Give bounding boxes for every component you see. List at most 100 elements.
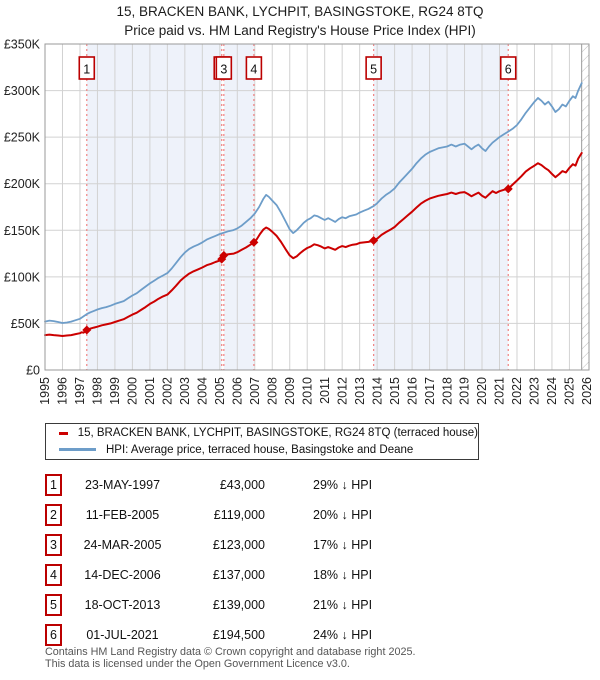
svg-text:2009: 2009 xyxy=(283,377,297,405)
sale-number-badge: 3 xyxy=(45,534,62,556)
legend-item-hpi: HPI: Average price, terraced house, Basi… xyxy=(46,442,478,457)
svg-text:2024: 2024 xyxy=(545,377,559,405)
svg-text:1998: 1998 xyxy=(91,377,105,405)
svg-text:2008: 2008 xyxy=(265,377,279,405)
svg-text:1995: 1995 xyxy=(38,377,52,405)
sale-flag-5: 5 xyxy=(365,56,382,80)
plot-frame xyxy=(44,43,590,371)
svg-text:2014: 2014 xyxy=(370,377,384,405)
svg-text:2020: 2020 xyxy=(475,377,489,405)
price-history-chart: 123456£0£50K£100K£150K£200K£250K£300K£35… xyxy=(4,38,594,405)
chart-header: 15, BRACKEN BANK, LYCHPIT, BASINGSTOKE, … xyxy=(0,3,600,40)
sale-date: 23-MAY-1997 xyxy=(84,478,161,492)
legend-item-price-paid: 15, BRACKEN BANK, LYCHPIT, BASINGSTOKE, … xyxy=(46,426,478,441)
svg-text:4: 4 xyxy=(250,63,257,77)
svg-text:2001: 2001 xyxy=(143,377,157,405)
sale-price: £139,000 xyxy=(212,598,265,612)
svg-text:£100K: £100K xyxy=(4,270,41,284)
svg-text:2005: 2005 xyxy=(213,377,227,405)
sale-marker-dot-1 xyxy=(82,325,92,335)
svg-text:2015: 2015 xyxy=(388,377,402,405)
page-title: 15, BRACKEN BANK, LYCHPIT, BASINGSTOKE, … xyxy=(116,4,484,19)
svg-text:2011: 2011 xyxy=(318,377,332,404)
svg-text:£50K: £50K xyxy=(11,317,41,331)
svg-text:£150K: £150K xyxy=(4,224,41,238)
sale-hpi-delta: 17% ↓ HPI xyxy=(313,538,373,552)
price-paid-line-swatch xyxy=(59,431,68,435)
y-axis-labels: £0 £50K £100K £150K £200K £250K £300K £350K xyxy=(4,38,41,378)
legend-label: 15, BRACKEN BANK, LYCHPIT, BASINGSTOKE, … xyxy=(77,427,478,440)
svg-text:2022: 2022 xyxy=(510,377,524,405)
svg-text:1996: 1996 xyxy=(56,377,70,405)
chart-legend: 15, BRACKEN BANK, LYCHPIT, BASINGSTOKE, … xyxy=(45,423,479,460)
legend-label: HPI: Average price, terraced house, Basi… xyxy=(106,443,414,456)
svg-text:2010: 2010 xyxy=(300,377,314,405)
sale-date: 24-MAR-2005 xyxy=(83,538,162,552)
svg-text:£300K: £300K xyxy=(4,84,41,98)
svg-text:2002: 2002 xyxy=(161,377,175,405)
table-row: 2 11-FEB-2005 £119,000 20% ↓ HPI xyxy=(45,500,565,530)
hpi-line xyxy=(44,82,583,324)
license-footer: Contains HM Land Registry data © Crown c… xyxy=(45,646,416,670)
sale-marker-dot-6 xyxy=(503,184,513,194)
table-row: 6 01-JUL-2021 £194,500 24% ↓ HPI xyxy=(45,620,565,650)
sale-hpi-delta: 18% ↓ HPI xyxy=(313,568,373,582)
svg-text:2025: 2025 xyxy=(563,377,577,405)
svg-text:£250K: £250K xyxy=(4,131,41,145)
table-row: 1 23-MAY-1997 £43,000 29% ↓ HPI xyxy=(45,470,565,500)
svg-text:2006: 2006 xyxy=(230,377,244,405)
svg-text:1997: 1997 xyxy=(73,377,87,405)
svg-text:2003: 2003 xyxy=(178,377,192,405)
table-row: 4 14-DEC-2006 £137,000 18% ↓ HPI xyxy=(45,560,565,590)
sale-number-badge: 2 xyxy=(45,504,62,526)
sale-marker-dot-3 xyxy=(219,250,229,260)
svg-text:5: 5 xyxy=(370,63,377,77)
sale-number-badge: 1 xyxy=(45,474,62,496)
sale-date: 18-OCT-2013 xyxy=(84,598,161,612)
table-row: 5 18-OCT-2013 £139,000 21% ↓ HPI xyxy=(45,590,565,620)
svg-text:2007: 2007 xyxy=(248,377,262,405)
svg-text:2016: 2016 xyxy=(405,377,419,405)
svg-text:2017: 2017 xyxy=(423,377,437,405)
sale-price: £119,000 xyxy=(213,508,265,522)
sale-date: 14-DEC-2006 xyxy=(84,568,161,582)
sale-hpi-delta: 29% ↓ HPI xyxy=(313,478,373,492)
sale-marker-dot-5 xyxy=(369,236,379,246)
footer-line1: Contains HM Land Registry data © Crown c… xyxy=(45,646,416,658)
svg-text:£200K: £200K xyxy=(4,177,41,191)
svg-text:1: 1 xyxy=(83,63,90,77)
x-axis-labels: 1995 1996 1997 1998 1999 2000 2001 2002 2003 2004… xyxy=(38,377,594,405)
sale-date: 11-FEB-2005 xyxy=(85,508,160,522)
sale-marker-dot-4 xyxy=(249,237,259,247)
sale-price: £123,000 xyxy=(212,538,265,552)
sale-flag-4: 4 xyxy=(245,56,263,80)
ownership-band xyxy=(223,44,254,370)
footer-line2: This data is licensed under the Open Gov… xyxy=(45,657,350,670)
sale-flag-1: 1 xyxy=(78,56,96,80)
sale-number-badge: 6 xyxy=(45,624,62,646)
svg-text:6: 6 xyxy=(505,63,512,77)
sale-hpi-delta: 20% ↓ HPI xyxy=(313,508,373,522)
svg-text:2018: 2018 xyxy=(440,377,454,405)
hpi-line-swatch xyxy=(59,448,96,452)
svg-text:2013: 2013 xyxy=(353,377,367,405)
svg-text:2000: 2000 xyxy=(126,377,140,405)
svg-text:3: 3 xyxy=(220,63,227,77)
sale-number-badge: 5 xyxy=(45,594,62,616)
svg-text:2021: 2021 xyxy=(493,377,507,405)
svg-text:2012: 2012 xyxy=(335,377,349,405)
sale-price: £137,000 xyxy=(212,568,265,582)
table-row: 3 24-MAR-2005 £123,000 17% ↓ HPI xyxy=(45,530,565,560)
ownership-band xyxy=(86,44,222,370)
transactions-table: 1 23-MAY-1997 £43,000 29% ↓ HPI 2 11-FEB… xyxy=(45,470,565,650)
sale-price: £194,500 xyxy=(212,628,265,642)
chart-subtitle: Price paid vs. HM Land Registry's House … xyxy=(124,22,476,38)
svg-text:2023: 2023 xyxy=(528,377,542,405)
sale-hpi-delta: 24% ↓ HPI xyxy=(313,628,373,642)
sale-number-badge: 4 xyxy=(45,564,62,586)
svg-text:2004: 2004 xyxy=(196,377,210,405)
price-paid-line xyxy=(44,152,583,337)
svg-text:£0: £0 xyxy=(26,364,40,378)
svg-text:1999: 1999 xyxy=(108,377,122,405)
